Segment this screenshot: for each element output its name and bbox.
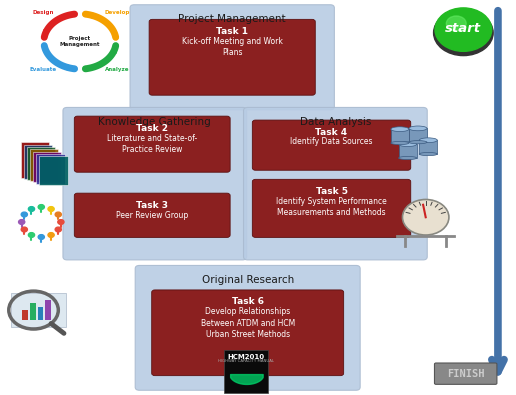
FancyBboxPatch shape: [33, 152, 61, 182]
FancyBboxPatch shape: [11, 293, 66, 327]
Text: Evaluate: Evaluate: [29, 68, 56, 72]
FancyBboxPatch shape: [252, 179, 411, 237]
Text: start: start: [445, 22, 481, 35]
FancyBboxPatch shape: [244, 107, 427, 260]
Circle shape: [38, 235, 44, 239]
Text: Task 4: Task 4: [315, 128, 348, 137]
FancyBboxPatch shape: [24, 145, 52, 179]
Text: Develop Relationships
Between ATDM and HCM
Urban Street Methods: Develop Relationships Between ATDM and H…: [201, 307, 295, 339]
Text: Original Research: Original Research: [202, 275, 294, 284]
Ellipse shape: [391, 127, 409, 132]
Text: Design: Design: [32, 11, 54, 15]
FancyBboxPatch shape: [252, 120, 411, 170]
FancyBboxPatch shape: [38, 307, 43, 320]
FancyBboxPatch shape: [409, 128, 427, 142]
Text: Task 3: Task 3: [136, 201, 168, 210]
Text: Analyze: Analyze: [105, 68, 130, 72]
Circle shape: [48, 233, 54, 237]
Text: Task 6: Task 6: [232, 297, 264, 307]
Text: Knowledge Gathering: Knowledge Gathering: [99, 117, 211, 126]
Text: HCM2010: HCM2010: [228, 354, 265, 360]
Text: Identify System Performance
Measurements and Methods: Identify System Performance Measurements…: [276, 197, 387, 217]
Text: Project
Management: Project Management: [60, 36, 100, 47]
Ellipse shape: [409, 141, 427, 144]
FancyBboxPatch shape: [135, 265, 360, 390]
FancyBboxPatch shape: [224, 350, 268, 393]
Text: Peer Review Group: Peer Review Group: [116, 211, 188, 220]
Circle shape: [48, 207, 54, 211]
Text: Kick-off Meeting and Work
Plans: Kick-off Meeting and Work Plans: [182, 37, 283, 57]
FancyBboxPatch shape: [21, 142, 49, 178]
FancyBboxPatch shape: [434, 363, 497, 384]
Ellipse shape: [391, 141, 409, 145]
Text: Task 1: Task 1: [216, 27, 248, 36]
Text: Task 5: Task 5: [315, 187, 348, 196]
Circle shape: [38, 205, 44, 209]
FancyBboxPatch shape: [420, 140, 438, 154]
FancyBboxPatch shape: [130, 5, 334, 110]
Circle shape: [55, 212, 61, 217]
Text: Task 2: Task 2: [136, 124, 168, 133]
FancyBboxPatch shape: [39, 156, 68, 185]
FancyBboxPatch shape: [152, 290, 344, 376]
FancyBboxPatch shape: [30, 303, 36, 320]
Text: HIGHWAY CAPACITY MANUAL: HIGHWAY CAPACITY MANUAL: [218, 359, 275, 363]
Circle shape: [435, 8, 492, 51]
FancyBboxPatch shape: [63, 107, 247, 260]
Text: FINISH: FINISH: [447, 369, 485, 379]
FancyBboxPatch shape: [45, 300, 51, 320]
Ellipse shape: [419, 138, 438, 143]
FancyBboxPatch shape: [30, 149, 58, 181]
Text: Project Management: Project Management: [179, 14, 286, 24]
Circle shape: [19, 220, 25, 224]
FancyBboxPatch shape: [398, 144, 417, 158]
Text: Identify Data Sources: Identify Data Sources: [291, 137, 373, 147]
FancyBboxPatch shape: [391, 129, 409, 143]
FancyBboxPatch shape: [36, 154, 64, 184]
Circle shape: [433, 10, 493, 56]
Circle shape: [28, 233, 35, 237]
Text: Develop: Develop: [105, 11, 130, 15]
FancyBboxPatch shape: [74, 116, 230, 172]
Circle shape: [58, 220, 64, 224]
Ellipse shape: [419, 152, 438, 156]
Circle shape: [55, 227, 61, 232]
Circle shape: [28, 207, 35, 211]
Ellipse shape: [398, 142, 417, 147]
Circle shape: [21, 212, 27, 217]
FancyBboxPatch shape: [74, 193, 230, 237]
Ellipse shape: [398, 156, 417, 160]
FancyBboxPatch shape: [149, 19, 315, 95]
Circle shape: [446, 16, 466, 31]
Circle shape: [21, 227, 27, 232]
Text: Literature and State-of-
Practice Review: Literature and State-of- Practice Review: [107, 134, 197, 154]
FancyBboxPatch shape: [22, 310, 28, 320]
Circle shape: [402, 199, 449, 235]
Ellipse shape: [409, 126, 427, 131]
Text: Data Analysis: Data Analysis: [300, 117, 371, 126]
FancyBboxPatch shape: [27, 147, 55, 180]
